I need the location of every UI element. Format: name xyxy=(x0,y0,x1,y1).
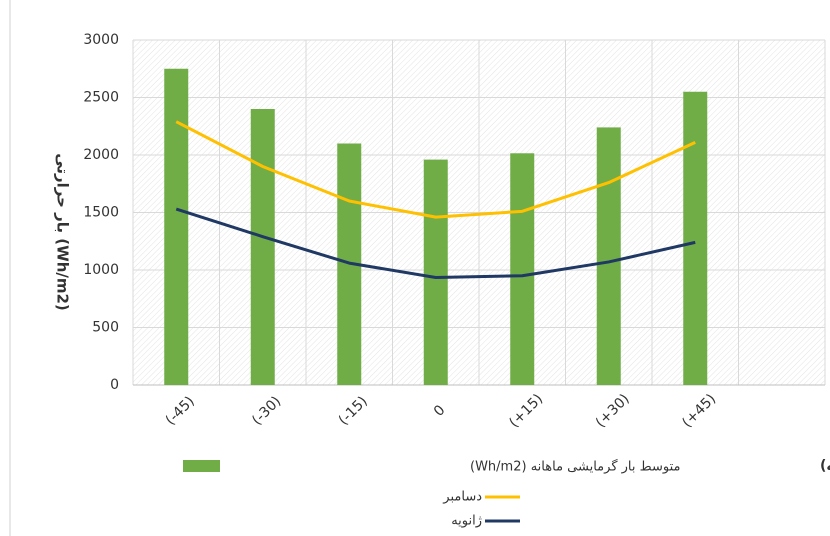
y-tick-label: 2000 xyxy=(83,147,119,163)
y-axis-label: بار حرارتی (Wh/m2) xyxy=(54,153,72,311)
bar xyxy=(510,153,535,385)
y-tick-label: 1500 xyxy=(83,205,119,221)
x-tick-label: 0 xyxy=(431,402,449,420)
x-tick-label: (+45) xyxy=(679,391,719,431)
legend-label: ژانویه xyxy=(451,514,482,529)
bar xyxy=(596,127,621,386)
legend-label: دسامبر xyxy=(442,490,482,505)
x-tick-label: (+15) xyxy=(506,391,546,431)
x-axis-label: اویه سمت فضا (درجه) xyxy=(820,458,830,474)
y-tick-label: 2500 xyxy=(83,90,119,106)
x-tick-label: (-45) xyxy=(163,393,198,428)
bar xyxy=(423,159,448,385)
x-tick-label: (+30) xyxy=(593,391,633,431)
legend-label: متوسط بار گرمایشی ماهانه (Wh/m2) xyxy=(470,459,680,475)
legend-swatch xyxy=(183,460,220,472)
bar xyxy=(683,91,708,385)
y-tick-label: 500 xyxy=(92,320,119,336)
y-tick-label: 1000 xyxy=(83,262,119,278)
bar xyxy=(164,68,189,385)
line xyxy=(175,207,696,279)
bar xyxy=(250,109,275,385)
line xyxy=(175,120,696,219)
y-tick-label: 0 xyxy=(110,377,119,393)
x-tick-label: (-15) xyxy=(336,393,371,428)
y-tick-label: 3000 xyxy=(83,32,119,48)
x-tick-label: (-30) xyxy=(249,393,284,428)
